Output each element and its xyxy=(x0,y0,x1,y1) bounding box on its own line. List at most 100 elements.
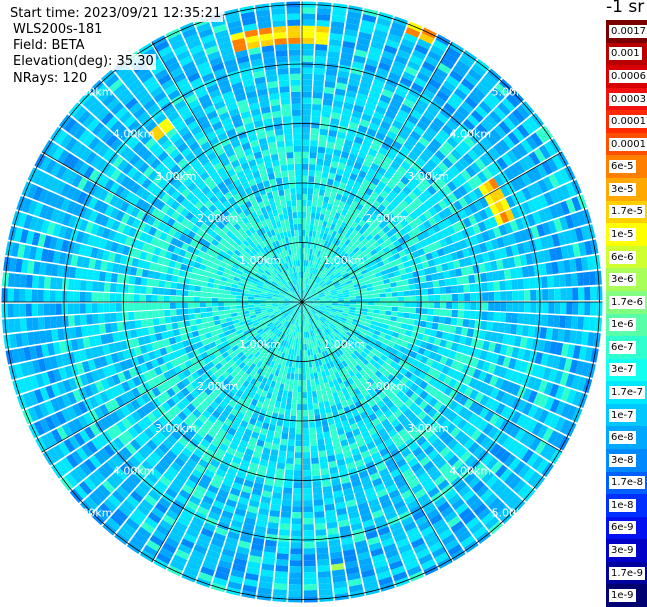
range-bin xyxy=(283,334,288,341)
range-bin xyxy=(151,295,158,302)
range-bin xyxy=(230,422,240,431)
range-bin xyxy=(432,518,447,531)
range-bin xyxy=(266,296,273,299)
range-bin xyxy=(383,409,393,419)
range-bin xyxy=(330,309,337,313)
range-bin xyxy=(522,349,532,362)
range-bin xyxy=(216,565,231,575)
range-bin xyxy=(239,278,246,284)
range-bin xyxy=(432,192,443,203)
range-bin xyxy=(142,353,151,363)
range-bin xyxy=(316,390,322,397)
range-bin xyxy=(466,114,480,127)
range-bin xyxy=(302,151,309,158)
range-bin xyxy=(468,190,479,202)
range-bin xyxy=(443,102,456,115)
range-bin xyxy=(348,584,364,593)
range-bin xyxy=(302,127,311,134)
range-bin xyxy=(378,467,390,478)
range-bin xyxy=(289,560,302,567)
range-bin xyxy=(345,184,353,192)
range-bin xyxy=(404,348,412,356)
range-bin xyxy=(492,226,502,238)
range-bin xyxy=(283,481,293,489)
range-bin xyxy=(395,338,403,346)
range-bin xyxy=(394,275,402,282)
range-bin xyxy=(490,332,498,343)
range-bin xyxy=(143,544,158,558)
range-bin xyxy=(401,516,414,527)
range-bin xyxy=(386,212,396,222)
range-bin xyxy=(376,400,386,409)
range-bin xyxy=(81,232,91,245)
range-bin xyxy=(516,242,526,255)
range-bin xyxy=(505,246,514,258)
range-bin xyxy=(215,324,222,330)
range-bin xyxy=(259,502,271,510)
range-bin xyxy=(47,447,61,463)
range-bin xyxy=(304,349,308,356)
range-bin xyxy=(178,436,189,447)
range-bin xyxy=(304,291,308,297)
range-bin xyxy=(494,187,505,200)
range-bin xyxy=(283,487,293,495)
range-bin xyxy=(115,293,122,302)
range-bin xyxy=(453,88,468,101)
range-bin xyxy=(125,203,135,215)
range-bin xyxy=(379,306,387,311)
range-bin xyxy=(502,117,516,131)
range-bin xyxy=(243,283,251,289)
range-bin xyxy=(152,310,159,318)
range-bin xyxy=(229,270,236,277)
range-bin xyxy=(139,250,148,261)
range-bin xyxy=(432,280,440,288)
range-bin xyxy=(386,130,398,141)
range-bin xyxy=(212,576,228,587)
range-bin xyxy=(347,285,355,290)
range-bin xyxy=(122,312,129,321)
range-bin xyxy=(195,538,210,549)
range-bin xyxy=(307,302,314,304)
range-bin xyxy=(256,387,263,396)
range-bin xyxy=(218,306,225,311)
range-bin xyxy=(303,518,314,525)
range-bin xyxy=(447,261,455,270)
range-bin xyxy=(174,261,182,270)
range-bin xyxy=(319,462,329,470)
range-bin xyxy=(548,302,555,314)
range-bin xyxy=(302,31,315,38)
range-bin xyxy=(206,549,221,560)
range-bin xyxy=(571,196,582,212)
range-bin xyxy=(341,400,349,409)
range-bin xyxy=(266,359,272,367)
range-bin xyxy=(366,312,374,317)
range-bin xyxy=(355,259,363,266)
range-bin xyxy=(189,438,200,448)
range-bin xyxy=(513,460,526,475)
range-bin xyxy=(97,465,110,479)
range-bin xyxy=(420,314,428,321)
range-bin xyxy=(346,462,356,471)
range-bin xyxy=(283,353,289,361)
range-bin xyxy=(175,494,188,505)
range-bin xyxy=(133,451,145,464)
range-bin xyxy=(380,176,390,185)
range-bin xyxy=(103,444,116,458)
range-bin xyxy=(468,202,479,214)
range-bin xyxy=(312,396,318,404)
range-bin xyxy=(314,176,321,184)
range-bin xyxy=(390,448,401,458)
range-bin xyxy=(287,316,293,323)
range-bin xyxy=(578,346,587,361)
range-bin xyxy=(552,355,561,369)
range-bin xyxy=(428,243,437,252)
range-bin xyxy=(141,460,154,472)
range-bin xyxy=(340,374,348,383)
range-bin xyxy=(70,364,80,377)
range-bin xyxy=(252,537,265,546)
range-bin xyxy=(402,312,410,319)
range-bin xyxy=(354,459,365,468)
range-bin xyxy=(365,315,373,321)
range-bin xyxy=(262,334,269,341)
range-bin xyxy=(515,372,525,385)
